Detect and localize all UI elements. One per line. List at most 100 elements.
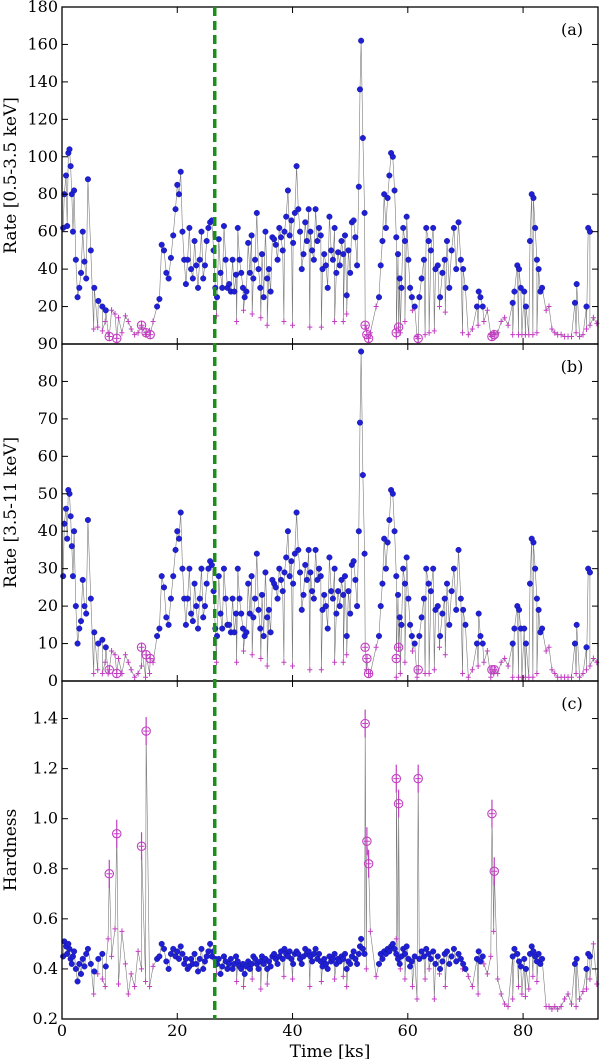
- circled-point: [112, 668, 122, 679]
- circled-point: [363, 668, 374, 679]
- blue-data-point: [479, 303, 486, 310]
- blue-data-point: [74, 294, 81, 301]
- blue-data-point: [226, 281, 233, 288]
- blue-data-point: [208, 561, 215, 568]
- blue-data-point: [537, 960, 544, 967]
- blue-data-point: [258, 591, 265, 598]
- blue-data-point: [303, 576, 310, 583]
- magenta-cross-point: [583, 666, 589, 673]
- blue-data-point: [408, 633, 415, 640]
- magenta-cross-point: [290, 663, 296, 670]
- blue-data-point: [215, 236, 222, 243]
- blue-data-point: [391, 528, 398, 535]
- blue-data-point: [352, 955, 359, 962]
- y-tick-label: 0.2: [33, 1009, 58, 1028]
- circled-point: [487, 331, 497, 342]
- y-tick-label: 20: [38, 596, 58, 615]
- blue-data-point: [200, 275, 207, 282]
- blue-data-point: [379, 238, 386, 245]
- blue-data-point: [312, 206, 319, 213]
- y-tick-label: 140: [27, 72, 58, 91]
- blue-data-point: [312, 945, 319, 952]
- blue-data-point: [191, 238, 198, 245]
- blue-data-point: [352, 576, 359, 583]
- blue-data-point: [167, 950, 174, 957]
- blue-data-point: [81, 603, 88, 610]
- blue-data-point: [102, 963, 109, 970]
- blue-data-point: [358, 37, 365, 44]
- magenta-cross-point: [91, 326, 97, 333]
- blue-data-point: [338, 576, 345, 583]
- blue-data-point: [341, 573, 348, 580]
- blue-data-point: [264, 614, 271, 621]
- blue-data-point: [408, 294, 415, 301]
- blue-data-point: [416, 294, 423, 301]
- magenta-cross-point: [543, 307, 549, 314]
- magenta-cross-point: [568, 674, 574, 681]
- circled-point: [141, 726, 151, 736]
- magenta-cross-point: [583, 326, 589, 333]
- magenta-cross-point: [422, 975, 428, 982]
- circled-point: [362, 836, 372, 846]
- magenta-cross-point: [393, 935, 399, 942]
- blue-data-point: [312, 546, 319, 553]
- blue-data-point: [298, 960, 305, 967]
- blue-data-point: [333, 269, 340, 276]
- blue-data-point: [76, 625, 83, 632]
- blue-data-point: [416, 633, 423, 640]
- blue-data-point: [161, 584, 168, 591]
- blue-data-point: [203, 953, 210, 960]
- blue-data-point: [276, 565, 283, 572]
- blue-data-point: [233, 953, 240, 960]
- y-axis-label: Rate [3.5-11 keV]: [1, 437, 21, 588]
- magenta-cross-point: [119, 928, 125, 935]
- blue-data-point: [295, 206, 302, 213]
- magenta-cross-point: [577, 333, 583, 340]
- magenta-cross-point: [264, 322, 270, 329]
- blue-data-point: [170, 232, 177, 239]
- blue-data-point: [437, 633, 444, 640]
- magenta-cross-point: [102, 318, 108, 325]
- blue-data-point: [331, 224, 338, 231]
- blue-data-point: [200, 614, 207, 621]
- panel-label: (b): [561, 357, 584, 376]
- blue-data-point: [403, 943, 410, 950]
- blue-data-point: [522, 640, 529, 647]
- magenta-cross-point: [484, 970, 490, 977]
- magenta-cross-point: [442, 983, 448, 990]
- magenta-cross-point: [469, 983, 475, 990]
- magenta-cross-point: [590, 655, 596, 662]
- blue-data-point: [317, 232, 324, 239]
- blue-data-point: [322, 603, 329, 610]
- magenta-cross-point: [307, 983, 313, 990]
- magenta-cross-point: [460, 670, 466, 677]
- blue-data-point: [91, 284, 98, 291]
- blue-data-point: [333, 610, 340, 617]
- blue-data-point: [76, 284, 83, 291]
- magenta-cross-point: [577, 995, 583, 1002]
- blue-data-point: [161, 247, 168, 254]
- blue-data-point: [83, 950, 90, 957]
- magenta-cross-point: [128, 326, 134, 333]
- blue-data-point: [396, 614, 403, 621]
- blue-data-point: [335, 249, 342, 256]
- circled-point: [145, 653, 155, 664]
- blue-data-point: [167, 595, 174, 602]
- blue-data-point: [407, 621, 414, 628]
- blue-data-point: [279, 247, 286, 254]
- magenta-cross-point: [481, 318, 487, 325]
- blue-data-point: [217, 269, 224, 276]
- blue-data-point: [252, 256, 259, 263]
- blue-data-point: [265, 266, 272, 273]
- blue-data-point: [361, 550, 368, 557]
- blue-data-point: [319, 606, 326, 613]
- blue-data-point: [450, 945, 457, 952]
- blue-data-point: [522, 965, 529, 972]
- blue-data-point: [198, 228, 205, 235]
- blue-data-point: [443, 948, 450, 955]
- blue-data-point: [389, 490, 396, 497]
- magenta-cross-point: [510, 331, 516, 338]
- blue-data-point: [516, 266, 523, 273]
- blue-data-point: [335, 588, 342, 595]
- blue-data-point: [450, 565, 457, 572]
